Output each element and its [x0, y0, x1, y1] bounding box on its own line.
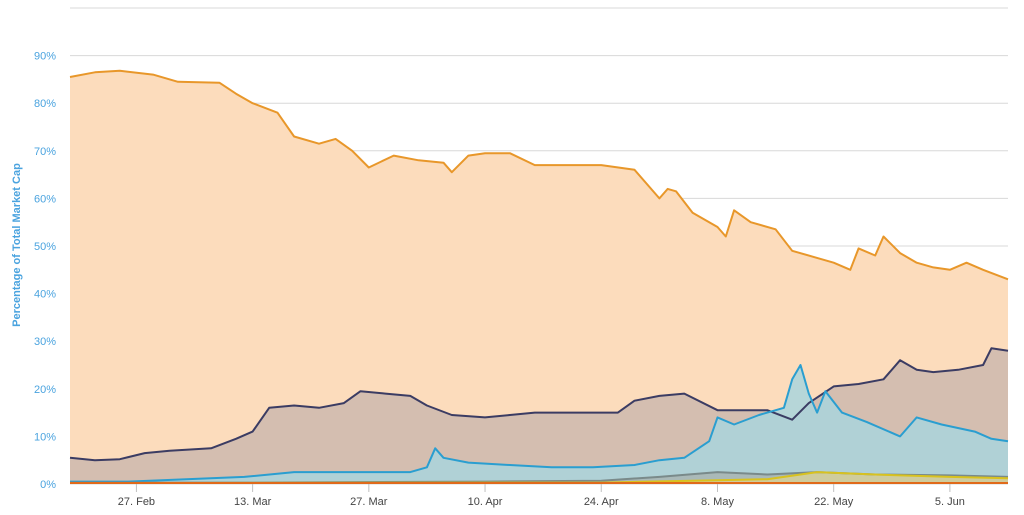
y-tick-label: 90%	[34, 51, 56, 63]
series-line-3	[70, 364, 1009, 483]
x-tick-label: 27. Feb	[118, 496, 155, 508]
x-tick-label: 24. Apr	[584, 496, 619, 508]
series-line-2	[69, 347, 1009, 462]
y-axis-ticks: 0% 10% 20% 30% 40% 50% 60% 70% 80% 90%	[34, 51, 56, 491]
x-tick-label: 10. Apr	[468, 496, 503, 508]
x-tick-label: 13. Mar	[234, 496, 272, 508]
x-tick-label: 5. Jun	[935, 496, 965, 508]
series-area-1	[70, 70, 1008, 485]
y-tick-label: 80%	[34, 98, 56, 110]
x-tick-label: 8. May	[701, 496, 735, 508]
y-tick-label: 50%	[34, 241, 56, 253]
y-tick-label: 0%	[40, 479, 56, 491]
series-line-1	[69, 69, 1009, 281]
series-lines	[69, 69, 1009, 484]
y-tick-label: 60%	[34, 193, 56, 205]
y-tick-label: 40%	[34, 289, 56, 301]
y-axis-label: Percentage of Total Market Cap	[11, 163, 23, 327]
series-area-3	[70, 365, 1008, 484]
y-tick-label: 30%	[34, 336, 56, 348]
series-area-5	[70, 472, 1008, 484]
x-tick-label: 27. Mar	[350, 496, 388, 508]
y-tick-label: 20%	[34, 384, 56, 396]
y-tick-label: 10%	[34, 431, 56, 443]
x-axis-ticks: 27. Feb 13. Mar 27. Mar 10. Apr 24. Apr 8. Ma…	[118, 484, 965, 508]
y-tick-label: 70%	[34, 146, 56, 158]
x-tick-label: 22. May	[814, 496, 854, 508]
